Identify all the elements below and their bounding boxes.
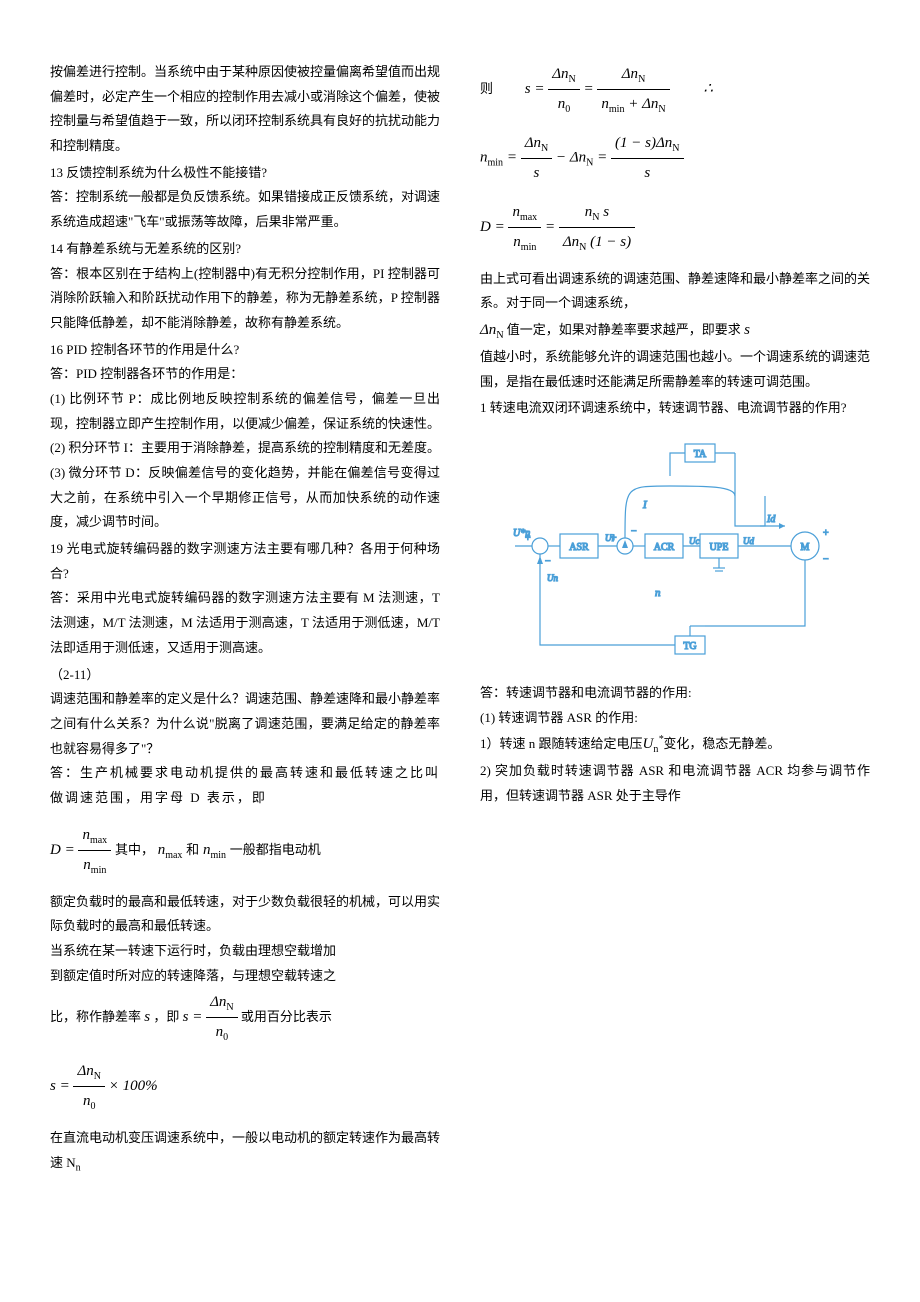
svg-text:ASR: ASR <box>569 542 589 553</box>
question-19: 19 光电式旋转编码器的数字测速方法主要有哪几种？各用于何种场合? <box>50 537 440 586</box>
svg-text:I: I <box>642 499 648 511</box>
question-1-dual-loop: 1 转速电流双闭环调速系统中，转速调节器、电流调节器的作用? <box>480 396 870 421</box>
formula-D-def: D = nmaxnmin 其中， nmax 和 nmin 一般都指电动机 <box>50 821 440 880</box>
answer-2-11-1: 答：生产机械要求电动机提供的最高转速和最低转速之比叫做调速范围，用字母 D 表示… <box>50 761 440 810</box>
answer-2-11-4: 当系统在某一转速下运行时，负载由理想空载增加 <box>50 939 440 964</box>
right-p1a: 到额定值时所对应的转速降落，与理想空载转速之 <box>50 964 440 989</box>
svg-text:Id: Id <box>766 514 776 525</box>
answer-14: 答：根本区别在于结构上(控制器中)有无积分控制作用，PI 控制器可消除阶跃输入和… <box>50 262 440 336</box>
right-p2: 在直流电动机变压调速系统中，一般以电动机的额定转速作为最高转速 Nn <box>50 1126 440 1177</box>
formula-D-expand: D = nmaxnmin = nN sΔnN (1 − s) <box>480 198 870 257</box>
formula-nmin: nmin = ΔnNs − ΔnN = (1 − s)ΔnNs <box>480 129 870 188</box>
formula-s-percent: s = ΔnNn0 × 100% <box>50 1057 440 1116</box>
svg-text:−: − <box>631 526 637 537</box>
svg-text:Uc: Uc <box>689 536 700 546</box>
svg-text:Ud: Ud <box>743 536 754 546</box>
question-2-11-label: （2-11） <box>50 663 440 688</box>
answer-1-1-1: 1）转速 n 跟随转速给定电压Un*变化，稳态无静差。 <box>480 730 870 759</box>
svg-text:ACR: ACR <box>654 542 675 553</box>
answer-1-1-2: 2) 突加负载时转速调节器 ASR 和电流调节器 ACR 均参与调节作用，但转速… <box>480 759 870 808</box>
svg-text:Ui: Ui <box>605 533 614 543</box>
right-p1b-line: 比，称作静差率 s ，即 s = ΔnNn0 或用百分比表示 <box>50 988 440 1047</box>
answer-16-3: (3) 微分环节 D：反映偏差信号的变化趋势，并能在偏差信号变得过大之前，在系统… <box>50 461 440 535</box>
right-p4b-line: ΔnN 值一定，如果对静差率要求越严，即要求 s <box>480 316 870 345</box>
question-14: 14 有静差系统与无差系统的区别? <box>50 237 440 262</box>
paragraph-intro: 按偏差进行控制。当系统中由于某种原因使被控量偏离希望值而出规偏差时，必定产生一个… <box>50 60 440 159</box>
answer-2-11-3: 额定负载时的最高和最低转速，对于少数负载很轻的机械，可以用实际负载时的最高和最低… <box>50 890 440 939</box>
question-16: 16 PID 控制各环节的作用是什么? <box>50 338 440 363</box>
question-2-11-text: 调速范围和静差率的定义是什么？调速范围、静差速降和最小静差率之间有什么关系？为什… <box>50 687 440 761</box>
answer-13: 答：控制系统一般都是负反馈系统。如果错接成正反馈系统，对调速系统造成超速"飞车"… <box>50 185 440 234</box>
svg-text:Un: Un <box>547 573 558 583</box>
answer-16-intro: 答：PID 控制器各环节的作用是： <box>50 362 440 387</box>
svg-text:n: n <box>655 587 661 599</box>
svg-text:U*n: U*n <box>513 528 530 539</box>
block-diagram: TA ASR ACR UPE M I TG <box>505 436 845 666</box>
question-13: 13 反馈控制系统为什么极性不能接错? <box>50 161 440 186</box>
right-p4c: 值越小时，系统能够允许的调速范围也越小。一个调速系统的调速范围，是指在最低速时还… <box>480 345 870 394</box>
right-p4a: 由上式可看出调速系统的调速范围、静差速降和最小静差率之间的关系。对于同一个调速系… <box>480 267 870 316</box>
svg-text:TA: TA <box>694 449 707 460</box>
formula-s-nmin: 则 s = ΔnNn0 = ΔnNnmin + ΔnN ∴ <box>480 60 870 119</box>
answer-16-2: (2) 积分环节 I：主要用于消除静差，提高系统的控制精度和无差度。 <box>50 436 440 461</box>
svg-text:TG: TG <box>683 641 696 652</box>
answer-16-1: (1) 比例环节 P：成比例地反映控制系统的偏差信号，偏差一旦出现，控制器立即产… <box>50 387 440 436</box>
answer-19: 答：采用中光电式旋转编码器的数字测速方法主要有 M 法测速，T 法测速，M/T … <box>50 586 440 660</box>
svg-text:UPE: UPE <box>710 542 729 553</box>
svg-text:−: − <box>823 554 829 565</box>
svg-text:−: − <box>545 556 551 567</box>
svg-text:+: + <box>823 528 829 539</box>
svg-text:M: M <box>801 542 810 553</box>
answer-1-asr: (1) 转速调节器 ASR 的作用: <box>480 706 870 731</box>
answer-1-intro: 答：转速调节器和电流调节器的作用: <box>480 681 870 706</box>
